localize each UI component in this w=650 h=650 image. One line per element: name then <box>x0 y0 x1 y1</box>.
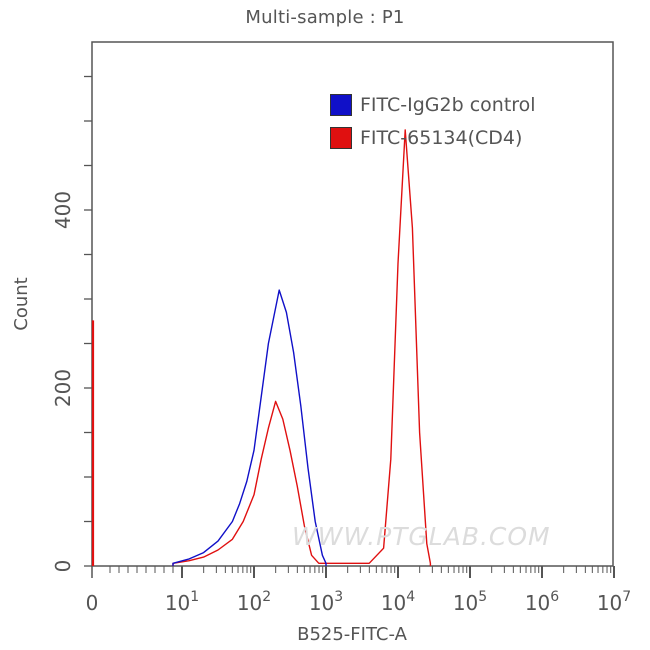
y-axis-labels: 0 200 400 <box>51 191 75 572</box>
histogram-line <box>172 289 327 566</box>
legend-swatch-red <box>330 126 352 149</box>
x-tick-label: 103 <box>309 589 343 615</box>
y-tick-label: 400 <box>51 191 75 229</box>
watermark: WWW.PTGLAB.COM <box>292 522 551 551</box>
y-tick-label: 200 <box>51 369 75 407</box>
plot-frame <box>91 41 614 567</box>
x-tick-label: 102 <box>237 589 271 615</box>
y-tick-label: 0 <box>51 560 75 573</box>
legend-swatch-blue <box>330 93 352 116</box>
x-tick-label: 105 <box>453 589 487 615</box>
histogram-line <box>172 129 432 566</box>
x-axis-labels: 0 101 102 103 104 105 106 107 <box>86 589 632 615</box>
chart-title: Multi-sample : P1 <box>245 7 405 28</box>
x-axis-title: B525-FITC-A <box>297 624 407 645</box>
x-tick-label: 104 <box>381 589 415 615</box>
legend-item-control: FITC-IgG2b control <box>330 88 536 121</box>
legend-label: FITC-65134(CD4) <box>360 126 523 149</box>
series-layer <box>91 129 432 566</box>
legend-label: FITC-IgG2b control <box>360 93 536 116</box>
y-axis-ticks <box>84 75 92 567</box>
legend: FITC-IgG2b control FITC-65134(CD4) <box>330 88 536 154</box>
x-tick-label: 107 <box>597 589 631 615</box>
x-tick-label: 101 <box>165 589 199 615</box>
x-tick-label: 0 <box>86 591 99 615</box>
x-axis-ticks <box>91 566 615 578</box>
legend-item-cd4: FITC-65134(CD4) <box>330 121 536 154</box>
y-axis-title: Count <box>11 277 32 330</box>
x-tick-label: 106 <box>525 589 559 615</box>
